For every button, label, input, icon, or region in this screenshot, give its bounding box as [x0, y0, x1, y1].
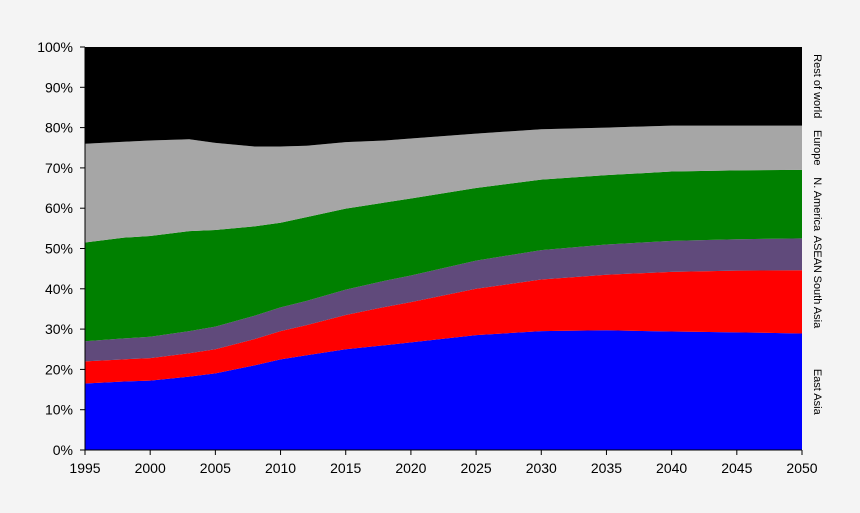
- area-series-group: [85, 47, 802, 450]
- x-tick-label: 2000: [135, 460, 166, 476]
- x-tick-label: 2015: [330, 460, 361, 476]
- y-tick-label: 30%: [45, 321, 73, 337]
- series-label: South Asia: [811, 276, 823, 329]
- x-tick-label: 2025: [461, 460, 492, 476]
- tick-labels: 0% 10% 20% 30% 40% 50% 60% 70% 80% 90% 100% 1995 200…: [37, 39, 818, 476]
- series-labels: East Asia South Asia ASEAN N. America Europe…: [811, 54, 823, 415]
- area-series-south-asia: [85, 270, 802, 384]
- y-tick-label: 0%: [53, 442, 73, 458]
- x-tick-label: 2030: [526, 460, 557, 476]
- x-tick-label: 2005: [200, 460, 231, 476]
- area-series-rest-of-world: [85, 47, 802, 147]
- series-label: ASEAN: [811, 236, 823, 273]
- x-tick-label: 2040: [656, 460, 687, 476]
- area-series-europe: [85, 125, 802, 243]
- series-label: East Asia: [811, 369, 823, 416]
- area-series-east-asia: [85, 330, 802, 450]
- x-tick-label: 2020: [395, 460, 426, 476]
- x-tick-label: 2010: [265, 460, 296, 476]
- area-series-n-america: [85, 169, 802, 342]
- y-tick-label: 60%: [45, 200, 73, 216]
- series-label: Rest of world: [811, 54, 823, 118]
- y-tick-label: 100%: [37, 39, 73, 55]
- x-tick-label: 2050: [786, 460, 817, 476]
- series-label: Europe: [811, 130, 823, 165]
- area-series-asean: [85, 238, 802, 362]
- y-tick-label: 50%: [45, 241, 73, 257]
- y-tick-label: 90%: [45, 79, 73, 95]
- series-label: N. America: [811, 177, 823, 232]
- y-tick-label: 10%: [45, 402, 73, 418]
- x-tick-label: 2045: [721, 460, 752, 476]
- y-tick-label: 70%: [45, 160, 73, 176]
- y-tick-label: 40%: [45, 281, 73, 297]
- x-tick-label: 1995: [69, 460, 100, 476]
- y-tick-label: 20%: [45, 361, 73, 377]
- y-tick-label: 80%: [45, 120, 73, 136]
- x-tick-label: 2035: [591, 460, 622, 476]
